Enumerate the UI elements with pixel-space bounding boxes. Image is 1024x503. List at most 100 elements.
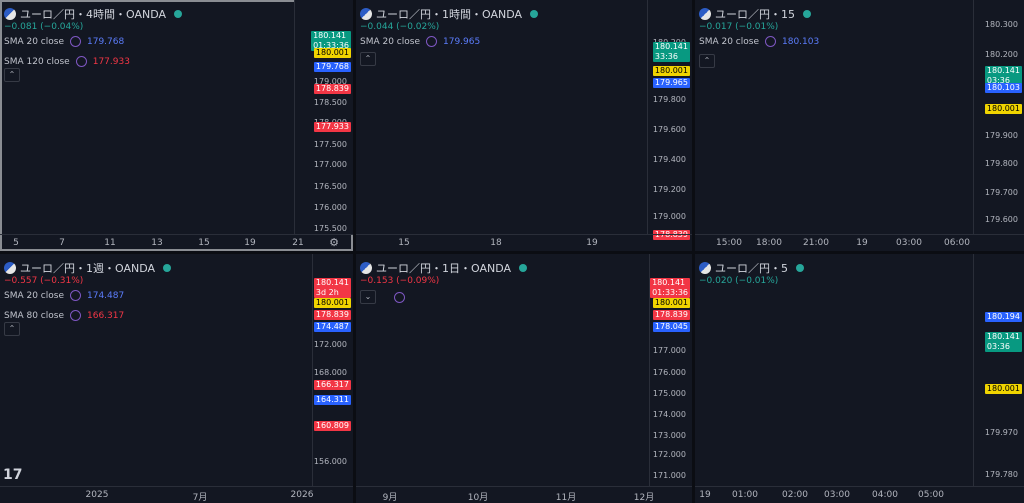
indicator-visibility-icon[interactable] bbox=[75, 56, 87, 67]
settings-gear-icon[interactable]: ⚙ bbox=[329, 236, 339, 249]
price-label: 179.965 bbox=[652, 78, 690, 88]
price-label: 180.001 bbox=[652, 298, 690, 308]
symbol-flag-icon bbox=[699, 8, 711, 20]
indicator-legend[interactable]: SMA 20 close 179.768 bbox=[4, 36, 124, 47]
chart-pane-15m[interactable]: ユーロ／円・15 −0.017 (−0.01%) SMA 20 close 180.1… bbox=[695, 0, 1024, 251]
market-open-icon bbox=[796, 264, 804, 272]
price-tick: 177.000 bbox=[652, 346, 686, 355]
price-axis[interactable]: 172.000 168.000 156.000 180.141 3d 2h 180.001… bbox=[312, 254, 353, 487]
indicator-legend[interactable]: SMA 120 close 177.933 bbox=[4, 56, 130, 67]
price-axis[interactable]: 177.000 176.000 175.000 174.000 173.000 172.0… bbox=[649, 254, 692, 487]
time-axis[interactable]: 2025 7月 2026 bbox=[0, 486, 353, 503]
price-change: −0.020 (−0.01%) bbox=[699, 276, 779, 286]
indicator-visibility-icon[interactable] bbox=[426, 36, 437, 47]
time-tick: 03:00 bbox=[824, 490, 850, 500]
price-label-value: 180.141 bbox=[986, 66, 1020, 75]
chart-pane-1d[interactable]: ユーロ／円・1日・OANDA−0.153 (−0.09%)⌄JPY⌄177.00… bbox=[356, 254, 692, 503]
symbol-header[interactable]: ユーロ／円・1日・OANDA bbox=[360, 260, 528, 276]
indicator-legend[interactable]: SMA 80 close 166.317 bbox=[4, 310, 124, 321]
price-label: 180.001 bbox=[313, 48, 351, 58]
indicator-visibility-icon[interactable] bbox=[765, 36, 776, 47]
indicator-visibility-icon[interactable] bbox=[70, 310, 81, 321]
symbol-header[interactable]: ユーロ／円・15 bbox=[699, 6, 811, 22]
collapse-legend-icon[interactable]: ⌃ bbox=[699, 54, 715, 68]
indicator-value: 166.317 bbox=[87, 310, 125, 321]
price-axis[interactable]: 180.200179.800179.600179.400179.200179.0… bbox=[647, 0, 692, 240]
symbol-header[interactable]: ユーロ／円・1時間・OANDA bbox=[360, 6, 539, 22]
indicator-visibility-icon[interactable] bbox=[394, 292, 405, 303]
indicator-legend[interactable]: SMA 20 close 174.487 bbox=[4, 290, 124, 301]
price-label: 178.839 bbox=[313, 84, 351, 94]
time-axis[interactable]: 19 01:00 02:00 03:00 04:00 05:00 bbox=[695, 486, 1024, 503]
price-change: −0.557 (−0.31%) bbox=[4, 276, 84, 286]
symbol-header[interactable]: ユーロ／円・1週・OANDA bbox=[4, 260, 172, 276]
indicator-visibility-icon[interactable] bbox=[70, 36, 81, 47]
time-tick: 18:00 bbox=[756, 238, 782, 248]
symbol-header[interactable]: ユーロ／円・4時間・OANDA bbox=[4, 6, 183, 22]
price-label-countdown: 03:36 bbox=[986, 76, 1010, 85]
symbol-title: ユーロ／円・15 bbox=[715, 8, 795, 21]
collapse-legend-icon[interactable]: ⌃ bbox=[360, 52, 376, 66]
collapse-legend-icon[interactable]: ⌄ bbox=[360, 290, 376, 304]
price-tick: 173.000 bbox=[652, 431, 686, 440]
time-axis[interactable]: 9月 10月 11月 12月 bbox=[356, 486, 692, 503]
indicator-value: 179.768 bbox=[87, 36, 125, 47]
indicator-value: 179.965 bbox=[443, 36, 481, 47]
price-tick: 179.400 bbox=[652, 155, 686, 164]
time-axis[interactable]: 15 18 19 bbox=[356, 234, 692, 251]
chart-pane-1w[interactable]: ユーロ／円・1週・OANDA −0.557 (−0.31%) SMA 20 clos… bbox=[0, 254, 353, 503]
price-axis[interactable]: 179.000178.500178.000177.500177.000176.5… bbox=[294, 0, 353, 235]
price-tick: 177.500 bbox=[313, 140, 347, 149]
collapse-legend-icon[interactable]: ⌃ bbox=[4, 322, 20, 336]
price-label: 180.001 bbox=[313, 298, 351, 308]
price-tick: 174.000 bbox=[652, 410, 686, 419]
time-axis[interactable]: 15:00 18:00 21:00 19 03:00 06:00 bbox=[695, 234, 1024, 251]
time-tick: 05:00 bbox=[918, 490, 944, 500]
collapse-legend-icon[interactable]: ⌃ bbox=[4, 68, 20, 82]
price-label: 178.839 bbox=[313, 310, 351, 320]
price-tick: 172.000 bbox=[313, 340, 347, 349]
indicator-label: SMA 20 close bbox=[360, 36, 420, 47]
indicator-label: SMA 20 close bbox=[699, 36, 759, 47]
time-tick: 13 bbox=[151, 238, 163, 248]
chart-pane-1h[interactable]: ユーロ／円・1時間・OANDA −0.044 (−0.02%) SMA 20 clo… bbox=[356, 0, 692, 251]
price-tick: 176.000 bbox=[313, 203, 347, 212]
price-axis[interactable]: 180.300 180.200 179.900 179.800 179.700 179.6… bbox=[973, 0, 1024, 235]
price-tick: 179.700 bbox=[984, 188, 1018, 197]
indicator-label: SMA 20 close bbox=[4, 36, 64, 47]
time-tick: 21:00 bbox=[803, 238, 829, 248]
price-label-value: 180.001 bbox=[986, 384, 1020, 393]
indicator-legend[interactable]: SMA 20 close 179.965 bbox=[360, 36, 480, 47]
indicator-legend[interactable]: SMA 20 close 180.103 bbox=[699, 36, 819, 47]
symbol-header[interactable]: ユーロ／円・5 bbox=[699, 260, 804, 276]
time-axis[interactable]: 5 7 11 13 15 19 21 ⚙ bbox=[0, 234, 353, 251]
time-tick: 19 bbox=[244, 238, 256, 248]
price-label: 177.933 bbox=[313, 122, 351, 132]
price-label: 180.141 3d 2h bbox=[313, 278, 351, 298]
time-tick: 19 bbox=[586, 238, 598, 248]
price-tick: 175.500 bbox=[313, 224, 347, 233]
market-open-icon bbox=[530, 10, 539, 18]
time-tick: 11 bbox=[104, 238, 116, 248]
chart-pane-4h[interactable]: ユーロ／円・4時間・OANDA −0.081 (−0.04%) SMA 20 clo… bbox=[0, 0, 353, 251]
price-label-value: 174.487 bbox=[315, 322, 349, 331]
price-axis[interactable]: 179.970 179.780 180.194 180.141 03:36 180.001 bbox=[973, 254, 1024, 487]
indicator-visibility-icon[interactable] bbox=[70, 290, 81, 301]
price-label: 180.001 bbox=[984, 104, 1022, 114]
price-label: 160.809 bbox=[313, 421, 351, 431]
tradingview-logo-icon[interactable]: 17 bbox=[3, 467, 23, 483]
price-label-value: 178.839 bbox=[654, 310, 688, 319]
price-label-value: 180.001 bbox=[986, 104, 1020, 113]
price-label-countdown: 33:36 bbox=[654, 52, 678, 61]
time-tick: 7月 bbox=[192, 493, 208, 503]
price-label-value: 179.768 bbox=[315, 62, 349, 71]
chart-pane-5m[interactable]: ユーロ／円・5−0.020 (−0.01%)JPY⌄179.970179.780… bbox=[695, 254, 1024, 503]
price-label: 180.001 bbox=[984, 384, 1022, 394]
price-label: 166.317 bbox=[313, 380, 351, 390]
price-label-value: 178.839 bbox=[315, 84, 349, 93]
price-label: 180.141 01:33:36 bbox=[311, 31, 351, 51]
price-label: 180.141 33:36 bbox=[652, 42, 690, 62]
time-tick: 11月 bbox=[555, 493, 577, 503]
time-tick: 04:00 bbox=[872, 490, 898, 500]
market-open-icon bbox=[174, 10, 183, 18]
